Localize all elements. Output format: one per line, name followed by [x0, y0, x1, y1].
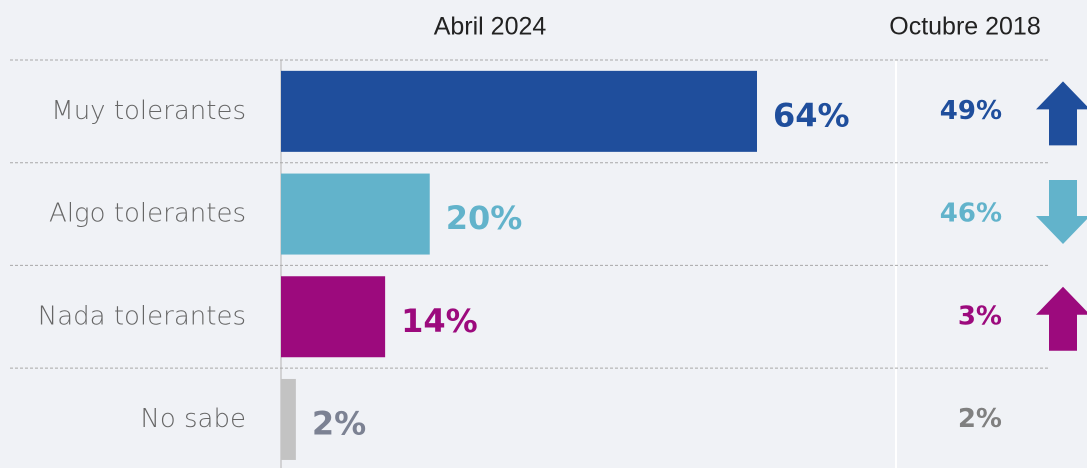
category-label: Algo tolerantes: [49, 199, 246, 229]
bar: [281, 173, 430, 255]
previous-value-label: 49%: [940, 96, 1002, 126]
previous-value-label: 2%: [958, 404, 1002, 434]
column-header: Abril 2024: [434, 13, 547, 41]
category-label: Nada tolerantes: [38, 301, 246, 331]
value-label: 14%: [401, 302, 478, 340]
bar: [281, 378, 296, 460]
value-label: 64%: [773, 96, 850, 134]
bar: [281, 276, 386, 358]
category-label: Muy tolerantes: [51, 96, 246, 126]
column-header: Octubre 2018: [889, 13, 1041, 41]
trend-arrow: [1036, 286, 1087, 351]
trend-arrow: [1036, 81, 1087, 146]
value-label: 2%: [312, 404, 366, 442]
previous-value-label: 46%: [940, 199, 1002, 229]
value-label: 20%: [446, 199, 523, 237]
trend-arrow: [1036, 180, 1087, 245]
category-label: No sabe: [140, 404, 246, 434]
bar: [281, 70, 757, 152]
previous-value-label: 3%: [958, 301, 1002, 331]
